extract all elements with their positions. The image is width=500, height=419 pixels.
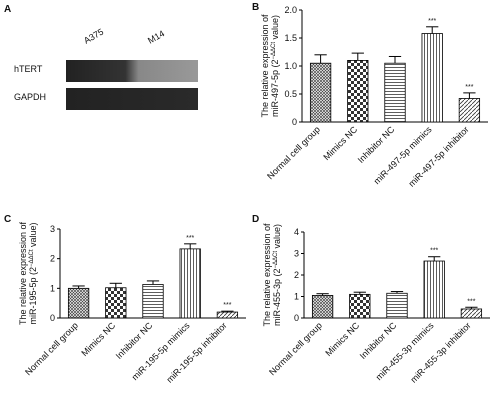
bar bbox=[216, 311, 239, 319]
bar bbox=[142, 284, 164, 319]
y-axis-label-sup: −ΔΔCt bbox=[271, 42, 277, 60]
y-axis-label-line: miR-195-5p (2 bbox=[28, 267, 38, 325]
y-axis-label-line: The relative expression of bbox=[262, 223, 272, 327]
y-tick-label: 3 bbox=[294, 249, 299, 259]
bar bbox=[458, 98, 481, 123]
significance: *** bbox=[430, 248, 438, 255]
x-tick-label: Mimics NC bbox=[323, 320, 361, 358]
x-tick-label: Inhibitor NC bbox=[114, 320, 155, 361]
y-tick-label: 0 bbox=[50, 313, 55, 323]
bar bbox=[311, 295, 334, 319]
y-tick-label: 1.0 bbox=[284, 61, 297, 71]
significance: *** bbox=[223, 302, 231, 309]
bar bbox=[423, 260, 445, 319]
x-tick-label: Mimics NC bbox=[321, 124, 359, 162]
y-tick-label: 0.5 bbox=[284, 89, 297, 99]
significance: *** bbox=[186, 235, 194, 242]
y-axis-label: miR-497-5p (2−ΔΔCt value) bbox=[270, 15, 280, 117]
y-tick-label: 2.0 bbox=[284, 5, 297, 15]
y-axis-label-end: value) bbox=[270, 15, 280, 42]
blot-band bbox=[66, 60, 198, 82]
blot-band bbox=[66, 88, 198, 110]
y-axis-label-end: value) bbox=[28, 222, 38, 249]
y-axis-label-line: miR-497-5p (2 bbox=[270, 60, 280, 118]
bar bbox=[386, 292, 408, 319]
x-tick-label: Normal cell group bbox=[265, 124, 322, 181]
row-label: GAPDH bbox=[14, 92, 46, 102]
row-label: hTERT bbox=[14, 64, 43, 74]
bar bbox=[347, 60, 369, 123]
panel-label: B bbox=[252, 2, 259, 13]
panel-label: C bbox=[4, 214, 11, 225]
y-axis-label: The relative expression of bbox=[262, 223, 272, 327]
panel-label: A bbox=[4, 4, 11, 15]
y-axis-label: The relative expression of bbox=[18, 221, 28, 325]
bar bbox=[460, 308, 483, 319]
x-tick-label: Mimics NC bbox=[79, 320, 117, 358]
x-tick-label: Inhibitor NC bbox=[356, 124, 397, 165]
lane-label: A375 bbox=[82, 27, 105, 46]
x-tick-label: Inhibitor NC bbox=[358, 320, 399, 361]
lane-label: M14 bbox=[146, 28, 166, 45]
y-tick-label: 3 bbox=[50, 224, 55, 234]
y-axis-label-line: The relative expression of bbox=[260, 14, 270, 118]
bar bbox=[309, 62, 332, 123]
x-tick-label: Normal cell group bbox=[267, 320, 324, 377]
significance: *** bbox=[428, 18, 436, 25]
x-tick-label: Normal cell group bbox=[23, 320, 80, 377]
y-tick-label: 0 bbox=[294, 313, 299, 323]
bar bbox=[67, 287, 90, 319]
y-tick-label: 1 bbox=[294, 292, 299, 302]
y-tick-label: 1 bbox=[50, 283, 55, 293]
y-tick-label: 1.5 bbox=[284, 33, 297, 43]
bar bbox=[384, 62, 406, 123]
significance: *** bbox=[465, 84, 473, 91]
y-axis-label-line: The relative expression of bbox=[18, 221, 28, 325]
y-tick-label: 0 bbox=[292, 117, 297, 127]
y-axis-label: The relative expression of bbox=[260, 14, 270, 118]
bar bbox=[349, 293, 371, 319]
y-axis-label-end: value) bbox=[272, 224, 282, 251]
y-axis-label: miR-455-3p (2−ΔΔCt value) bbox=[272, 224, 282, 326]
y-tick-label: 4 bbox=[294, 227, 299, 237]
y-axis-label-line: miR-455-3p (2 bbox=[272, 269, 282, 327]
bar bbox=[105, 287, 127, 319]
y-tick-label: 2 bbox=[50, 254, 55, 264]
y-axis-label-sup: −ΔΔCt bbox=[29, 249, 35, 267]
y-axis-label-sup: −ΔΔCt bbox=[273, 251, 279, 269]
bar bbox=[179, 248, 201, 319]
significance: *** bbox=[467, 298, 475, 305]
bar bbox=[421, 33, 443, 123]
y-tick-label: 2 bbox=[294, 270, 299, 280]
panel-label: D bbox=[252, 214, 259, 225]
y-axis-label: miR-195-5p (2−ΔΔCt value) bbox=[28, 222, 38, 324]
